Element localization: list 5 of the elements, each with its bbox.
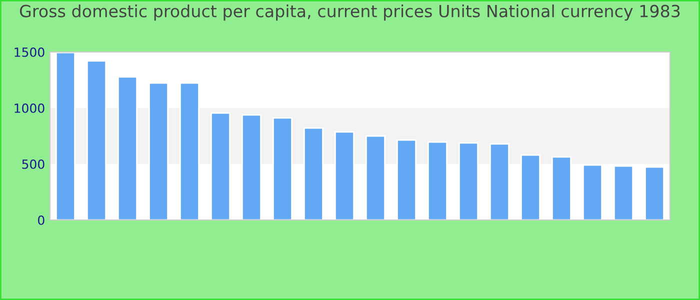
y-tick-label: 500 [22, 159, 44, 169]
y-tick-label: 1500 [14, 47, 44, 57]
y-tick-label: 1000 [14, 103, 44, 113]
chart-title: Gross domestic product per capita, current prices Units National currency 1983 [20, 4, 680, 21]
y-tick-label: 0 [38, 215, 44, 225]
